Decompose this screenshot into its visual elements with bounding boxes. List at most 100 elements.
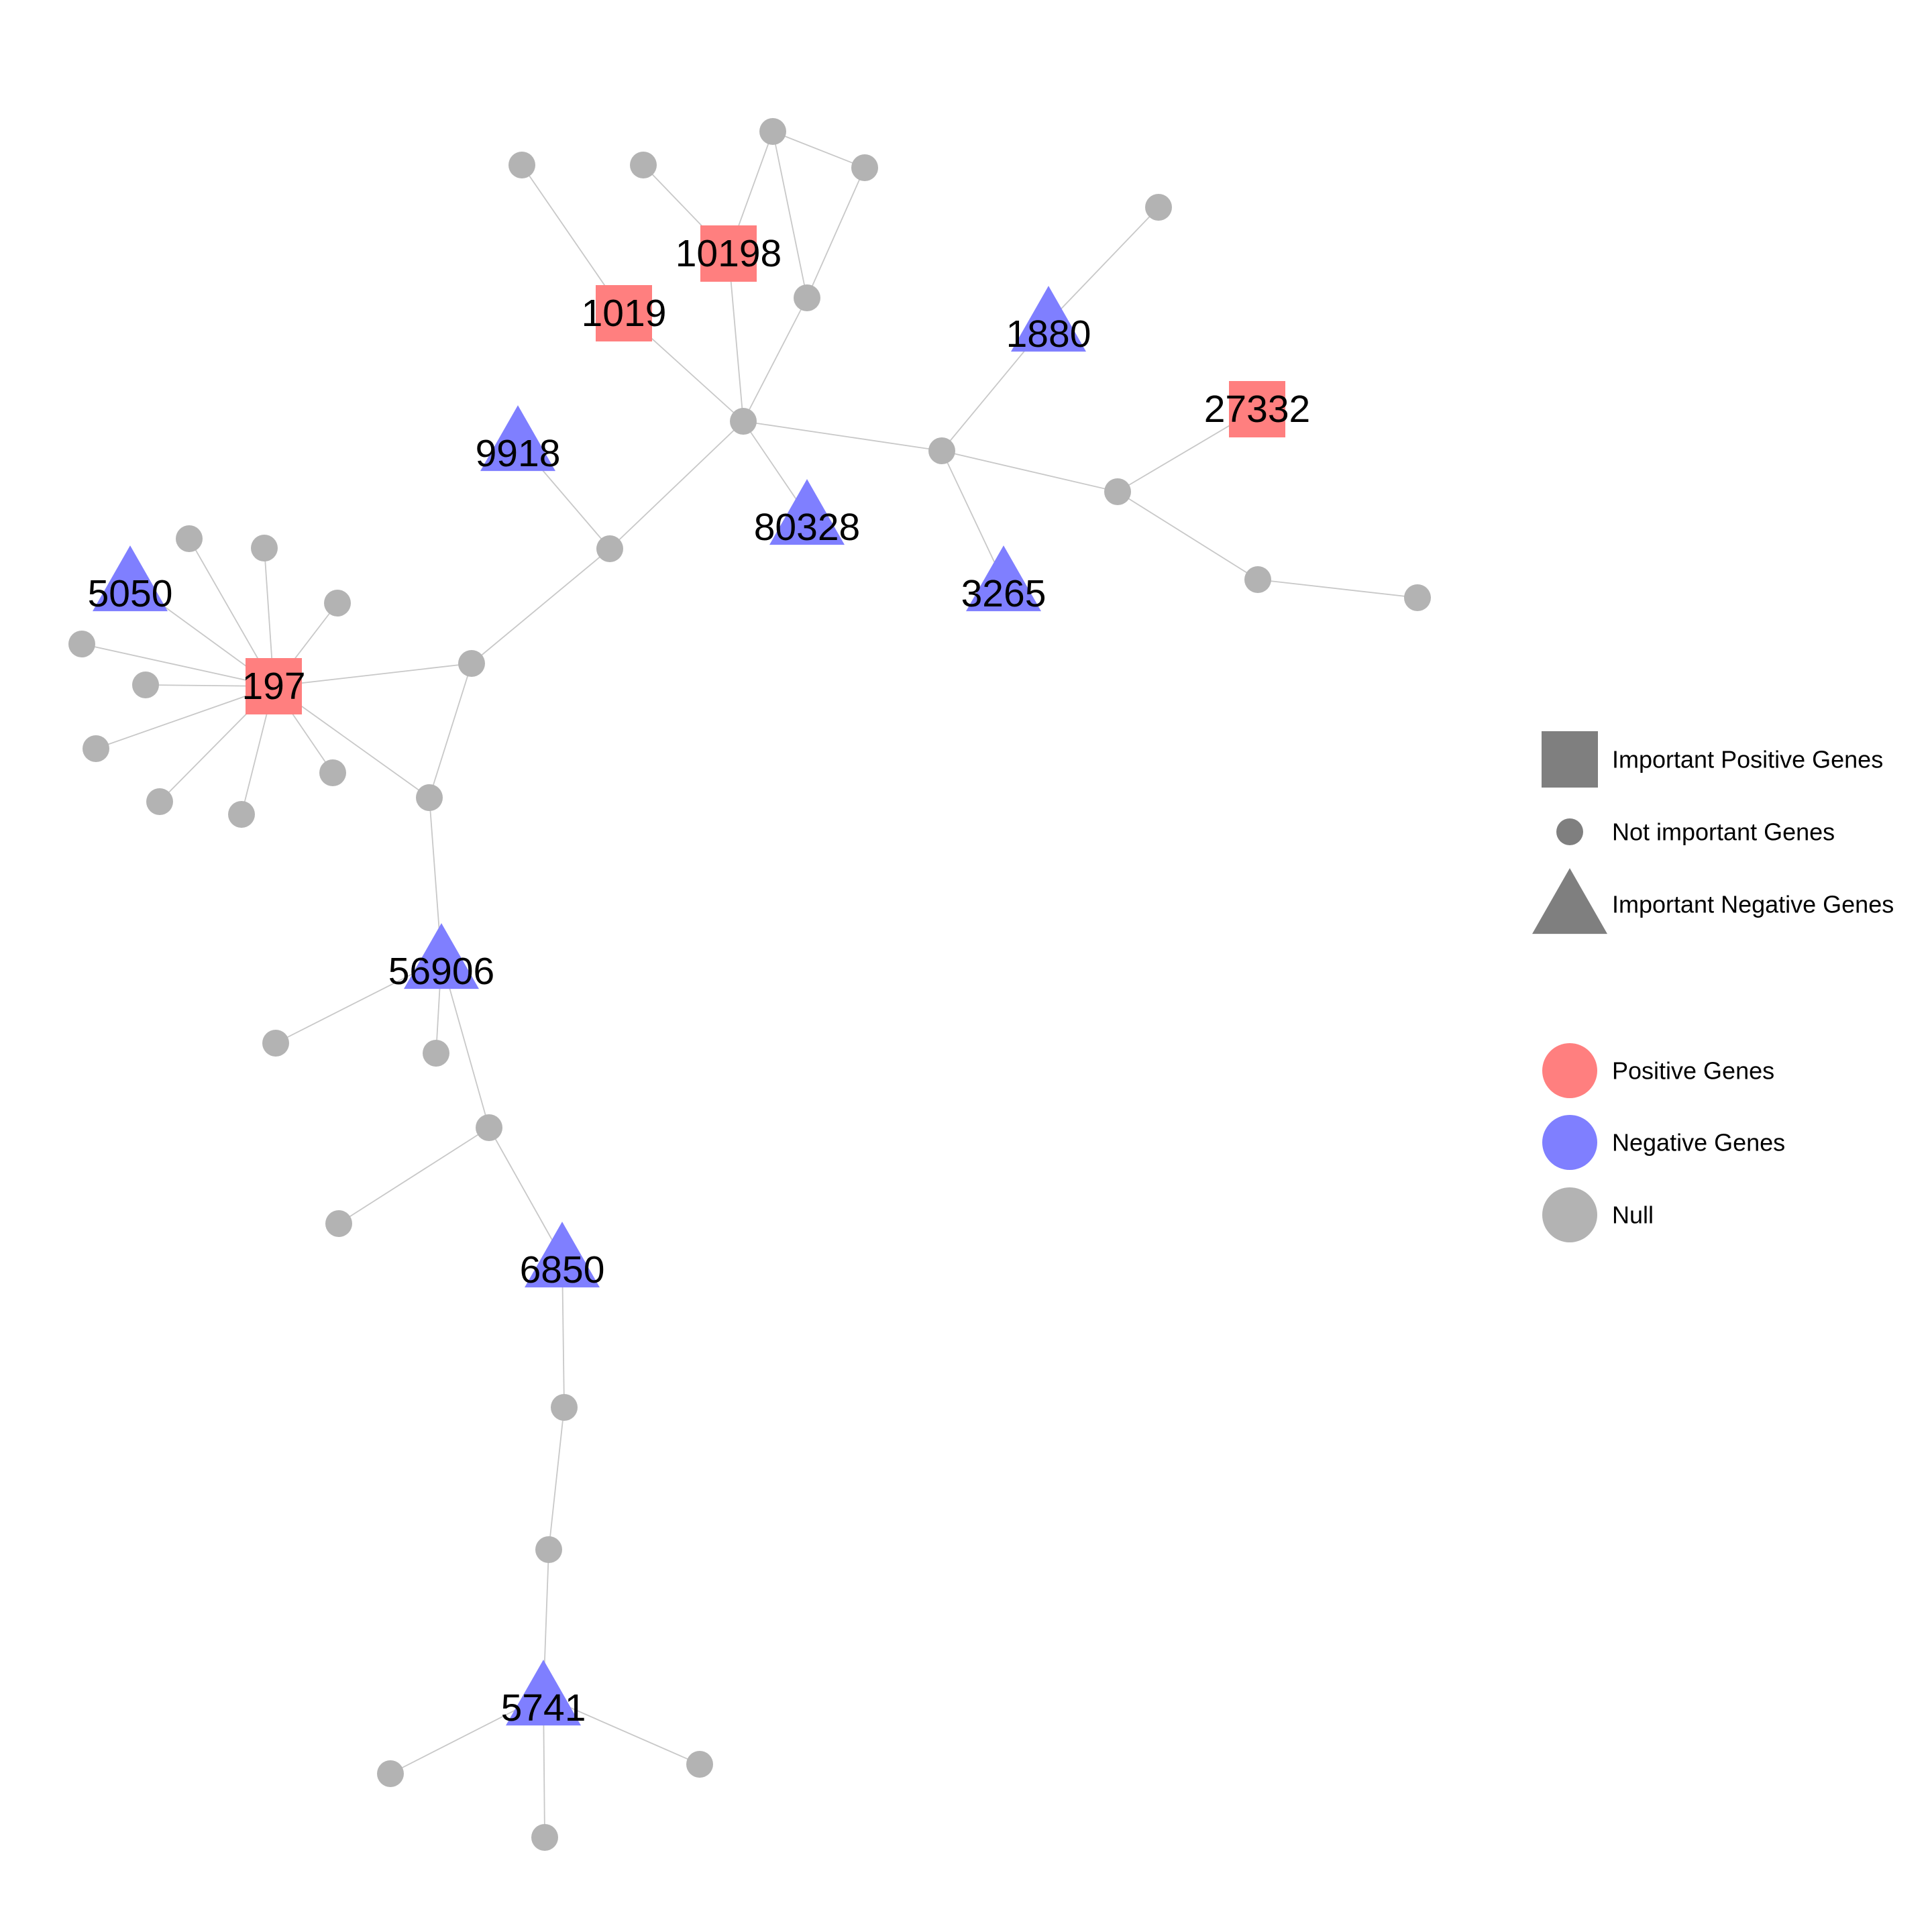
null-node-b6 xyxy=(535,1536,562,1563)
null-node-j2-circle xyxy=(508,152,535,178)
null-node-b1-circle xyxy=(262,1030,289,1057)
node-1880-triangle xyxy=(1011,286,1086,352)
null-node-j1-circle xyxy=(630,152,657,178)
null-node-b6-circle xyxy=(535,1536,562,1563)
null-node-l5 xyxy=(228,801,255,828)
edge-b3-6850 xyxy=(488,1127,563,1258)
null-node-l2-circle xyxy=(132,672,159,698)
legend-positive-swatch xyxy=(1542,1043,1597,1098)
node-label-3265: 3265 xyxy=(961,572,1046,615)
edge-j9-j10 xyxy=(429,663,472,798)
null-node-l4-circle xyxy=(146,788,173,815)
edge-1880-t3 xyxy=(1048,207,1159,323)
edge-j5-j6 xyxy=(1117,491,1258,580)
null-node-j3-circle xyxy=(794,284,820,311)
null-node-b7 xyxy=(377,1760,404,1787)
edge-j4-3265 xyxy=(941,450,1004,582)
edge-j4-j5 xyxy=(941,450,1118,492)
null-node-j10-circle xyxy=(416,784,443,811)
node-3265-triangle xyxy=(966,545,1041,612)
node-label-1880: 1880 xyxy=(1006,313,1091,356)
node-5050: 5050 xyxy=(88,545,173,615)
edge-b5-b6 xyxy=(548,1407,565,1550)
null-node-b3-circle xyxy=(476,1114,502,1141)
node-3265: 3265 xyxy=(961,545,1046,615)
node-label-1019: 1019 xyxy=(582,292,667,335)
null-node-l4 xyxy=(146,788,173,815)
node-5741-triangle xyxy=(506,1660,581,1726)
null-node-t1 xyxy=(759,118,786,145)
null-node-j9 xyxy=(458,650,485,677)
null-node-t2 xyxy=(851,154,878,181)
null-node-b5 xyxy=(551,1394,578,1421)
legend-negative-swatch xyxy=(1542,1115,1597,1170)
null-node-j5 xyxy=(1104,478,1131,505)
node-label-5741: 5741 xyxy=(501,1686,586,1729)
null-node-l6 xyxy=(319,759,346,786)
null-node-b5-circle xyxy=(551,1394,578,1421)
edge-h1-j3 xyxy=(743,297,808,422)
node-80328-triangle xyxy=(769,479,845,545)
null-node-j1 xyxy=(630,152,657,178)
edges-layer xyxy=(81,131,1418,1838)
null-node-t3 xyxy=(1145,194,1172,221)
edge-b3-b4 xyxy=(338,1127,490,1224)
edge-197-l3 xyxy=(95,686,274,749)
edge-j3-t2 xyxy=(806,167,865,299)
node-label-197: 197 xyxy=(241,665,305,708)
null-node-j8-circle xyxy=(596,535,623,562)
legend-colors: Positive Genes Negative Genes Null xyxy=(1542,1043,1785,1242)
node-10198: 10198 xyxy=(676,225,782,282)
legend-label-not-important-genes: Not important Genes xyxy=(1612,818,1835,846)
null-node-b7-circle xyxy=(377,1760,404,1787)
null-node-j10 xyxy=(416,784,443,811)
node-9918: 9918 xyxy=(476,405,561,475)
edge-h1-j4 xyxy=(743,421,943,451)
legend-label-positive-genes: Positive Genes xyxy=(1612,1057,1774,1085)
null-node-j8 xyxy=(596,535,623,562)
node-label-27332: 27332 xyxy=(1204,388,1311,431)
null-node-t5-circle xyxy=(251,535,278,561)
node-1019: 1019 xyxy=(582,285,667,341)
null-node-j7 xyxy=(1404,584,1431,611)
node-1019-square xyxy=(596,285,652,341)
legend-label-negative-genes: Negative Genes xyxy=(1612,1129,1785,1157)
node-label-80328: 80328 xyxy=(754,506,861,549)
null-node-b8-circle xyxy=(686,1751,713,1778)
node-label-5050: 5050 xyxy=(88,572,173,615)
node-197: 197 xyxy=(241,658,306,714)
legend-item-not-important-genes: Not important Genes xyxy=(1556,818,1835,846)
null-node-j9-circle xyxy=(458,650,485,677)
node-5050-triangle xyxy=(93,545,168,612)
null-node-l6-circle xyxy=(319,759,346,786)
null-node-l5-circle xyxy=(228,801,255,828)
legend-item-null: Null xyxy=(1542,1187,1654,1242)
node-197-square xyxy=(246,658,302,714)
null-node-j5-circle xyxy=(1104,478,1131,505)
null-node-b2 xyxy=(423,1040,449,1067)
node-6850-triangle xyxy=(525,1222,600,1288)
null-node-t3-circle xyxy=(1145,194,1172,221)
legend-item-positive-genes: Positive Genes xyxy=(1542,1043,1774,1098)
null-node-t5 xyxy=(251,535,278,561)
node-label-9918: 9918 xyxy=(476,432,561,475)
null-node-l3-circle xyxy=(83,735,109,762)
null-node-h1-circle xyxy=(730,408,757,435)
edge-j6-j7 xyxy=(1257,579,1418,598)
node-27332: 27332 xyxy=(1204,381,1311,437)
edge-h1-j8 xyxy=(609,421,744,549)
legend-square-symbol xyxy=(1542,731,1598,788)
legend-circle-symbol xyxy=(1556,818,1583,845)
legend-null-swatch xyxy=(1542,1187,1597,1242)
null-node-j3 xyxy=(794,284,820,311)
null-node-t4-circle xyxy=(176,525,203,552)
edge-j9-197 xyxy=(273,663,472,687)
null-node-j4-circle xyxy=(928,437,955,464)
null-node-l1-circle xyxy=(68,631,95,657)
node-56906-triangle xyxy=(404,923,479,989)
legend: Important Positive Genes Not important Ge… xyxy=(1532,731,1894,1242)
null-node-h1 xyxy=(730,408,757,435)
null-node-b8 xyxy=(686,1751,713,1778)
